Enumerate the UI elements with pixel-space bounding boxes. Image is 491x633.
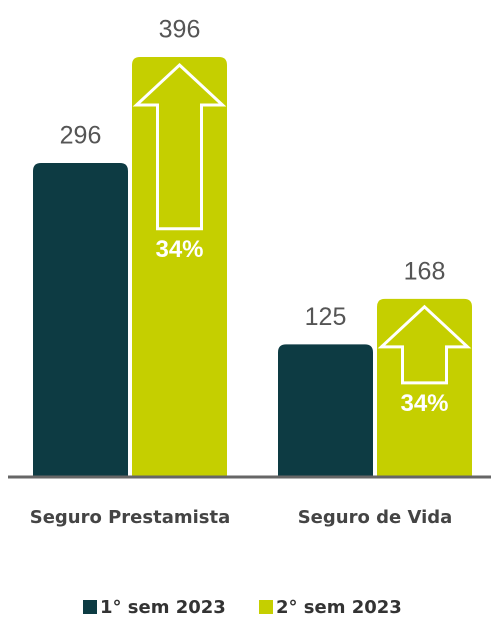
legend-swatch	[259, 600, 273, 614]
arrow	[377, 304, 472, 385]
annotation: 34%	[155, 236, 203, 263]
bar	[132, 57, 227, 477]
legend-label: 2° sem 2023	[276, 597, 402, 618]
arrow	[132, 62, 227, 231]
bar	[278, 344, 373, 477]
value-label: 168	[404, 257, 446, 285]
bar	[33, 163, 128, 477]
value-label: 296	[60, 122, 102, 150]
annotation: 34%	[400, 390, 448, 417]
value-label: 125	[305, 303, 347, 331]
legend-label: 1° sem 2023	[100, 597, 226, 618]
legend-swatch	[83, 600, 97, 614]
x-tick-label: Seguro de Vida	[298, 507, 453, 528]
value-label: 396	[159, 16, 201, 44]
bar	[377, 298, 472, 477]
x-tick-label: Seguro Prestamista	[30, 507, 231, 528]
